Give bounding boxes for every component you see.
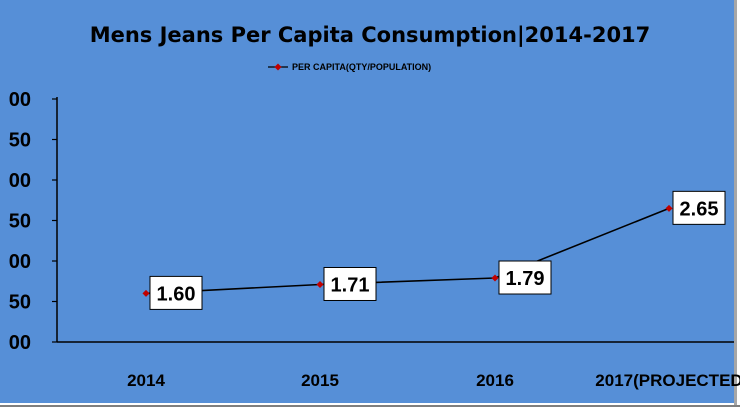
series-line [145,207,670,295]
data-label-box [323,266,377,301]
x-tick-label: 2017(PROJECTED [595,371,740,390]
series-layer [142,204,673,297]
y-tick-label: 00 [9,170,31,192]
legend-marker-swatch [274,63,282,71]
y-tick-label: 00 [9,251,31,273]
data-label: 2.65 [680,198,719,220]
y-tick-label: 00 [9,89,31,111]
data-label: 1.71 [331,274,370,296]
data-point-marker [316,280,324,289]
x-tick-label: 2015 [301,371,339,390]
bottom-shadow [0,405,740,407]
x-tick-label: 2014 [127,371,165,390]
chart-title: Mens Jeans Per Capita Consumption|2014-2… [90,23,651,48]
chart-legend: PER CAPITA(QTY/POPULATION) [268,62,431,72]
y-tick-label: 50 [9,211,31,233]
data-label-layer: 1.60 1.71 1.79 2.65 [149,190,726,310]
legend-label: PER CAPITA(QTY/POPULATION) [292,62,431,72]
y-tick-label: 50 [9,130,31,152]
data-label-box [149,275,203,310]
data-point-marker [142,289,150,297]
chart-background [0,0,734,403]
y-tick-label: 50 [9,292,31,314]
data-label: 1.79 [506,268,545,290]
x-tick-label: 2016 [476,371,514,390]
y-axis-ticks: 00 50 00 50 00 50 00 [9,89,57,354]
data-point-marker [491,274,499,282]
x-axis-ticks: 2014 2015 2016 2017(PROJECTED [127,371,740,390]
right-shadow [734,0,737,405]
data-label: 1.60 [157,283,196,305]
data-label-box [672,190,726,225]
data-point-marker [665,204,673,212]
data-label-box [498,260,552,295]
y-tick-label: 00 [9,332,31,354]
